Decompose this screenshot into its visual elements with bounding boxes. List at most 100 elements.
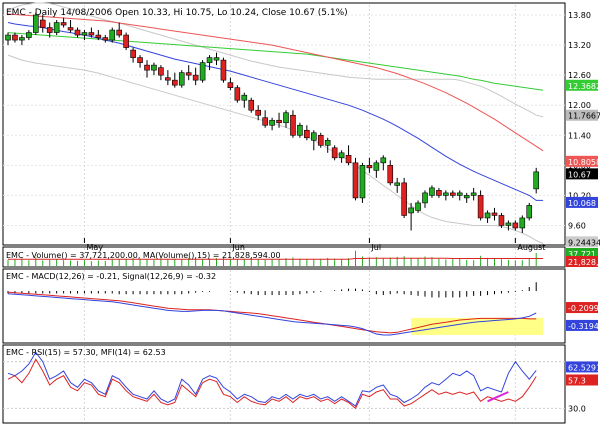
candle-body xyxy=(408,207,414,214)
candle-body xyxy=(269,119,275,126)
signal-value-box xyxy=(566,319,598,331)
y-tick-label: 10.20 xyxy=(568,191,591,200)
candle-body xyxy=(32,14,39,33)
macd-value: -0.20992 xyxy=(568,304,600,313)
ma-longest-value-box xyxy=(566,79,598,91)
candle-body xyxy=(380,157,387,164)
candle-body xyxy=(387,165,394,184)
candle-body xyxy=(206,57,213,63)
candle-body xyxy=(331,147,338,159)
candle-body xyxy=(317,134,324,146)
price-panel xyxy=(2,2,566,246)
ma-longest-value: 12.3682 xyxy=(568,82,600,91)
signal-line xyxy=(7,291,537,334)
band-upper-value-box xyxy=(566,109,598,121)
candlesticks xyxy=(5,12,540,233)
candle-body xyxy=(130,49,136,58)
y-tick-label: 12.60 xyxy=(568,71,591,80)
macd-lines xyxy=(7,282,544,336)
ma-long-value-box xyxy=(566,155,598,167)
candle-body xyxy=(484,212,491,219)
candle-body xyxy=(123,34,129,48)
bollinger-bands xyxy=(7,2,544,244)
candle-body xyxy=(199,62,206,81)
ma-long-line xyxy=(7,13,544,152)
candle-body xyxy=(477,195,484,219)
candle-body xyxy=(373,162,380,171)
rsi-line xyxy=(7,358,537,410)
mfi-value-box xyxy=(566,361,598,373)
candle-body xyxy=(88,32,95,36)
candle-body xyxy=(248,99,255,111)
candle-body xyxy=(519,217,526,229)
band-upper-value: 11.7667 xyxy=(568,112,600,121)
volume-value: 37,721,200 xyxy=(568,250,600,259)
candle-body xyxy=(283,112,289,124)
candle-body xyxy=(46,27,53,33)
band-lower-value: 9.24434 xyxy=(568,238,600,247)
highlight-region xyxy=(411,317,544,336)
volume-ma-value-box xyxy=(566,256,598,267)
band-lower-value-box xyxy=(566,236,598,248)
candle-body xyxy=(165,77,171,81)
y-tick-label: 13.20 xyxy=(568,41,591,50)
candle-body xyxy=(533,171,540,190)
candle-body xyxy=(297,124,303,136)
candle-body xyxy=(498,215,505,226)
candle-body xyxy=(505,222,512,226)
volume-value-box xyxy=(566,248,598,259)
ma-short-value-box xyxy=(566,196,598,208)
candle-body xyxy=(220,59,227,81)
candle-body xyxy=(241,94,248,101)
candle-body xyxy=(491,212,498,216)
candle-body xyxy=(185,72,192,76)
close-value-box xyxy=(566,168,598,180)
mfi-trend-mark xyxy=(487,391,509,403)
x-tick-label: Jul xyxy=(370,243,381,252)
candle-body xyxy=(137,57,143,63)
candle-body xyxy=(290,114,296,136)
candle-body xyxy=(234,87,241,101)
rsi-value: 57.3 xyxy=(568,376,586,385)
candle-body xyxy=(26,32,32,38)
candle-body xyxy=(95,34,102,38)
candle-body xyxy=(345,155,352,164)
candle-body xyxy=(213,57,220,61)
rsi-panel xyxy=(2,344,566,424)
rsi-value-box xyxy=(566,374,598,386)
close-value: 10.67 xyxy=(568,170,591,179)
x-tick-label: Jun xyxy=(231,243,245,252)
candle-body xyxy=(19,37,25,41)
candle-body xyxy=(359,165,366,199)
macd-line xyxy=(7,293,537,336)
candle-body xyxy=(352,162,359,199)
value-labels: 12.3682 11.7667 10.8058 10.67 10.068 9.24434 3… xyxy=(566,79,600,386)
candle-body xyxy=(456,192,463,196)
signal-value: -0.31949 xyxy=(568,322,600,331)
candle-body xyxy=(60,22,67,26)
volume-ma-line xyxy=(8,257,544,260)
x-tick-label: May xyxy=(86,243,103,252)
y-tick-label: 13.80 xyxy=(568,11,591,20)
candle-body xyxy=(394,182,401,186)
volume-bars xyxy=(7,250,544,266)
candle-body xyxy=(324,139,331,146)
candle-body xyxy=(227,82,234,88)
candle-body xyxy=(172,79,178,86)
candle-body xyxy=(512,222,519,229)
candle-body xyxy=(116,29,122,36)
candle-body xyxy=(338,152,345,159)
mfi-line xyxy=(7,351,537,407)
candle-body xyxy=(415,202,421,211)
candle-body xyxy=(422,192,428,204)
candle-body xyxy=(74,29,81,36)
y-tick-label: 12.00 xyxy=(568,101,591,110)
candle-body xyxy=(12,34,18,41)
y-tick-label: 9.60 xyxy=(568,221,586,230)
candle-body xyxy=(262,117,268,126)
mfi-value: 62.5291 xyxy=(568,363,600,372)
candle-body xyxy=(366,165,373,169)
candle-body xyxy=(53,22,60,33)
ma-longest-line xyxy=(7,32,544,91)
